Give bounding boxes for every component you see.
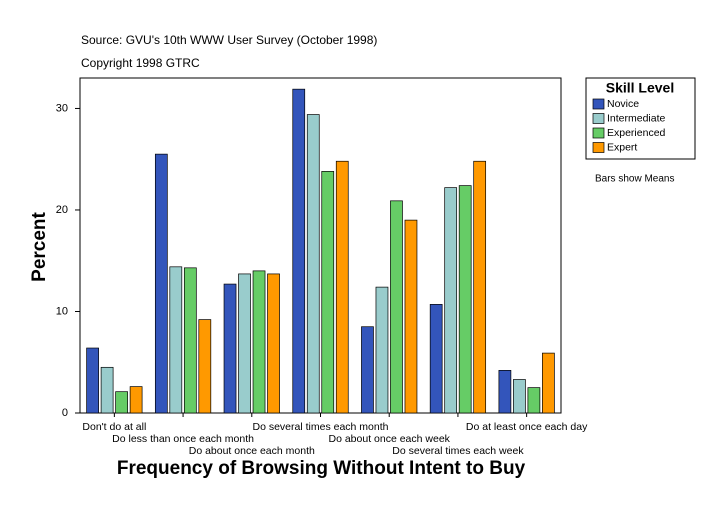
bar: [542, 352, 555, 414]
x-tick-label: Do several times each week: [392, 445, 524, 457]
bar: [129, 386, 143, 414]
legend-swatch: [592, 127, 605, 139]
legend-swatch: [592, 113, 605, 124]
bar: [100, 366, 114, 414]
bar: [335, 160, 349, 414]
bar: [306, 114, 320, 414]
bar: [198, 319, 212, 414]
bar: [321, 171, 335, 414]
x-tick-label: Do about once each week: [329, 433, 451, 445]
bar: [292, 88, 306, 414]
bar: [169, 266, 183, 414]
y-tick-label: 20: [56, 204, 68, 216]
annotation: Bars show Means: [595, 174, 674, 185]
bar: [86, 347, 99, 414]
legend-label: Expert: [607, 141, 637, 153]
legend-label: Experienced: [607, 127, 666, 139]
bar: [390, 200, 403, 414]
bar: [115, 391, 128, 414]
y-tick-label: 0: [62, 407, 68, 419]
bar: [375, 286, 389, 414]
x-tick-label: Do less than once each month: [112, 433, 254, 445]
bar: [498, 370, 512, 414]
bar: [238, 273, 251, 414]
legend-label: Novice: [607, 98, 639, 110]
x-tick-label: Do about once each month: [189, 445, 315, 457]
x-tick-label: Do several times each month: [253, 421, 389, 433]
bar: [404, 219, 418, 414]
bar: [183, 267, 197, 414]
bar: [252, 270, 266, 414]
legend-swatch: [592, 142, 605, 153]
bar: [444, 187, 458, 414]
chart-subtitle: Copyright 1998 GTRC: [81, 56, 200, 70]
bar: [154, 153, 168, 414]
y-tick-label: 30: [56, 102, 68, 114]
x-tick-label: Do at least once each day: [466, 421, 588, 433]
bar: [527, 387, 541, 414]
legend-label: Intermediate: [607, 112, 666, 124]
legend-title: Skill Level: [606, 80, 674, 96]
chart-title: Source: GVU's 10th WWW User Survey (Octo…: [81, 33, 377, 47]
x-axis-label: Frequency of Browsing Without Intent to …: [117, 458, 526, 479]
y-tick-label: 10: [56, 305, 68, 317]
x-tick-label: Don't do at all: [82, 421, 146, 433]
bar: [513, 379, 526, 414]
y-axis-label: Percent: [29, 211, 50, 281]
legend-swatch: [592, 98, 605, 110]
bar: [473, 160, 487, 414]
bar: [361, 326, 374, 414]
bar: [223, 283, 237, 414]
bar: [267, 273, 280, 414]
bar: [458, 185, 472, 414]
bar: [429, 304, 443, 414]
